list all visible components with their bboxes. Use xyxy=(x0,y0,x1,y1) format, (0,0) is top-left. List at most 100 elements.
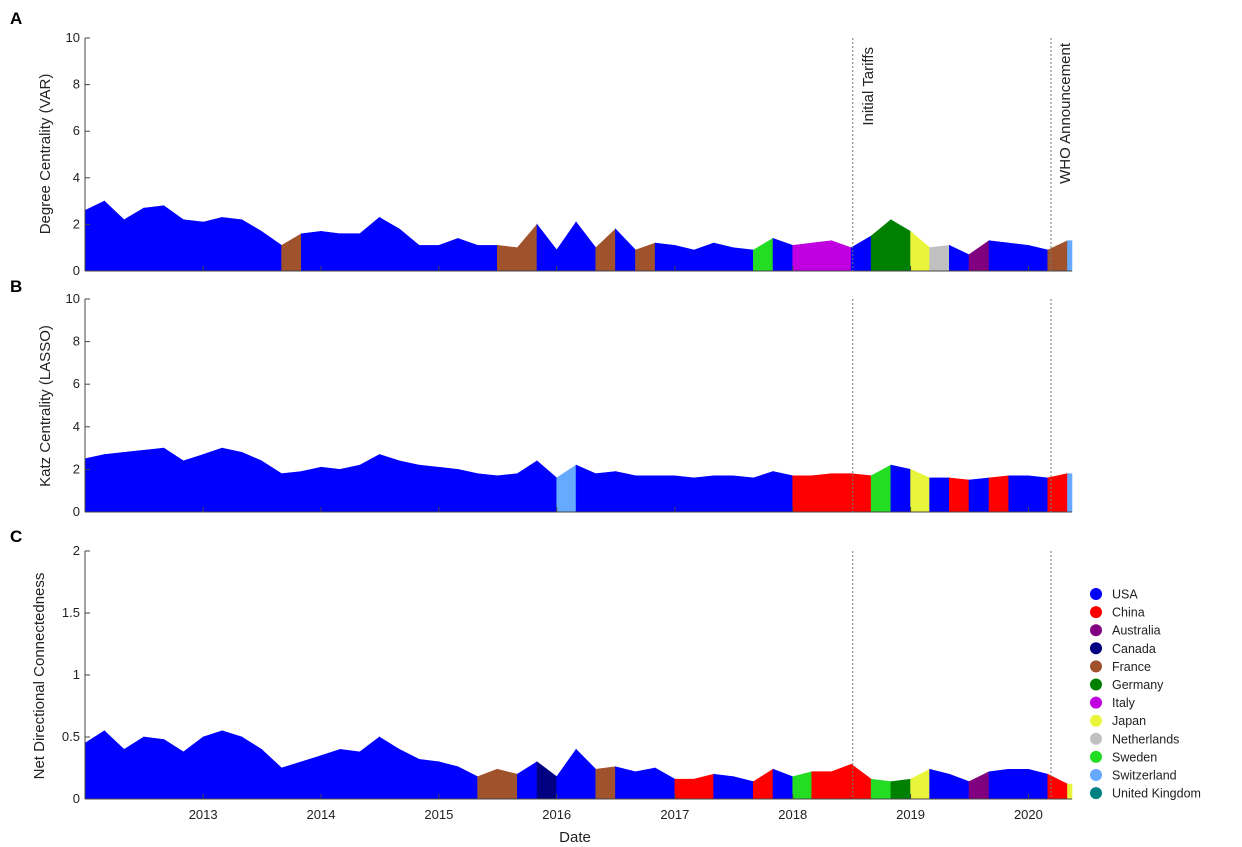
panel-c-area-segment xyxy=(457,766,478,800)
panel-c: C Net Directional Connectedness 2013 2014… xyxy=(10,527,1073,846)
panel-c-area-segment xyxy=(536,761,558,800)
panel-b-area-segment xyxy=(202,447,223,513)
panel-a-area-segment xyxy=(438,237,459,272)
panel-a-area-segment xyxy=(123,207,145,272)
panel-c-area-segment xyxy=(968,771,990,800)
panel-c-area-segment xyxy=(496,768,518,800)
panel-c-area-segment xyxy=(418,758,440,800)
x-tick-label: 2020 xyxy=(1014,807,1043,822)
panel-b-area-segment xyxy=(163,447,184,513)
panel-a-area-segment xyxy=(1067,240,1073,272)
panel-c-area-segment xyxy=(772,768,794,800)
panel-a-area-segment xyxy=(929,245,950,272)
panel-b-area-segment xyxy=(635,475,656,513)
panel-b-ylabel: Katz Centrality (LASSO) xyxy=(37,325,54,487)
panel-b-area-segment xyxy=(438,466,459,513)
panel-b-area-segment xyxy=(241,451,262,513)
panel-c-area-segment xyxy=(477,768,498,800)
panel-b-area-segment xyxy=(654,475,676,513)
panel-b-area-segment xyxy=(457,469,478,513)
x-tick-label: 2013 xyxy=(189,807,218,822)
panel-a-area-segment xyxy=(615,228,636,272)
panel-a-area-segment xyxy=(143,205,165,272)
panel-b-area-segment xyxy=(261,460,282,513)
panel-b-area-segment xyxy=(301,466,322,513)
panel-b-area-segment xyxy=(674,475,695,513)
panel-b-area-segment xyxy=(104,452,125,513)
panel-c-area-segment xyxy=(693,773,714,800)
panel-a-area-segment xyxy=(870,219,892,272)
y-tick-label: 0 xyxy=(73,263,80,278)
panel-a-area-segment xyxy=(301,231,322,272)
panel-a-area-segment xyxy=(477,245,498,272)
panel-c-area-segment xyxy=(556,748,577,800)
panel-c-area-segment xyxy=(1028,768,1049,800)
panel-b-area-segment xyxy=(123,449,145,513)
y-tick-label: 2 xyxy=(73,461,80,476)
panel-c-area-segment xyxy=(811,771,832,800)
panel-a-area-segment xyxy=(457,237,478,272)
panel-a-area-segment xyxy=(261,230,282,272)
panel-b-area-segment xyxy=(496,473,518,513)
panel-b-area-segment xyxy=(949,477,970,513)
panel-c-area-segment xyxy=(339,749,361,800)
panel-b-area-segment xyxy=(556,464,577,513)
panel-b-area-segment xyxy=(988,475,1010,513)
x-tick-label: 2017 xyxy=(660,807,689,822)
panel-a-area-segment xyxy=(968,240,990,272)
panel-c-area-segment xyxy=(301,755,322,800)
panel-c-area-segment xyxy=(241,736,262,800)
panel-a-area-segment xyxy=(753,237,774,272)
y-tick-label: 2 xyxy=(73,216,80,231)
panel-b-area-segment xyxy=(693,475,714,513)
y-tick-label: 0.5 xyxy=(62,729,80,744)
x-tick-label: 2019 xyxy=(896,807,925,822)
panel-a-area-segment xyxy=(575,221,597,272)
x-tick-label: 2014 xyxy=(307,807,336,822)
panel-c-area-segment xyxy=(792,771,813,800)
panel-a-area-segment xyxy=(1008,242,1029,272)
legend-marker xyxy=(1090,624,1102,637)
panel-letter-c: C xyxy=(10,527,22,546)
panel-c-area-segment xyxy=(379,736,400,800)
panel-b-area-segment xyxy=(1008,475,1029,513)
panel-b-area-segment xyxy=(221,447,243,513)
legend-label: Japan xyxy=(1112,714,1146,728)
y-tick-label: 10 xyxy=(66,30,80,45)
panel-c-area-segment xyxy=(221,730,243,800)
panel-b-area-segment xyxy=(792,475,813,513)
panel-c-area-segment xyxy=(615,766,636,800)
panel-a-area-segment xyxy=(536,223,558,272)
legend-marker xyxy=(1090,696,1102,709)
panel-a-area-segment xyxy=(183,219,204,272)
legend-label: United Kingdom xyxy=(1112,787,1201,801)
legend-label: Sweden xyxy=(1112,750,1157,764)
panel-a-area-segment xyxy=(949,244,970,272)
panel-b-area-segment xyxy=(359,453,380,513)
panel-c-area-segment xyxy=(910,768,930,800)
x-tick-label: 2016 xyxy=(542,807,571,822)
legend-marker xyxy=(1090,642,1102,655)
panel-a-area-segment xyxy=(359,216,380,272)
legend-label: Canada xyxy=(1112,642,1156,656)
panel-a-area-segment xyxy=(202,217,223,272)
legend-marker xyxy=(1090,787,1102,800)
panel-b-area-segment xyxy=(772,471,794,513)
legend-marker xyxy=(1090,678,1102,691)
panel-b-area-segment xyxy=(811,473,832,513)
panel-c-ylabel: Net Directional Connectedness xyxy=(31,573,48,780)
panel-b-area-segment xyxy=(183,454,204,513)
legend: USA China Australia Canada France Germany Ital… xyxy=(1090,588,1201,801)
panel-b-area-segment xyxy=(84,454,105,513)
panel-c-area-segment xyxy=(517,761,538,800)
panel-a-area-segment xyxy=(517,223,538,272)
panel-b-area-segment xyxy=(477,473,498,513)
panel-a-area-segment xyxy=(320,231,341,272)
panel-c-area-segment xyxy=(850,763,872,800)
panel-c-area-segment xyxy=(575,748,597,800)
y-tick-label: 8 xyxy=(73,77,80,92)
panel-a-ylabel: Degree Centrality (VAR) xyxy=(37,74,54,235)
legend-label: Germany xyxy=(1112,678,1164,692)
panel-c-area-segment xyxy=(320,748,341,800)
panel-c-area-segment xyxy=(359,736,380,800)
